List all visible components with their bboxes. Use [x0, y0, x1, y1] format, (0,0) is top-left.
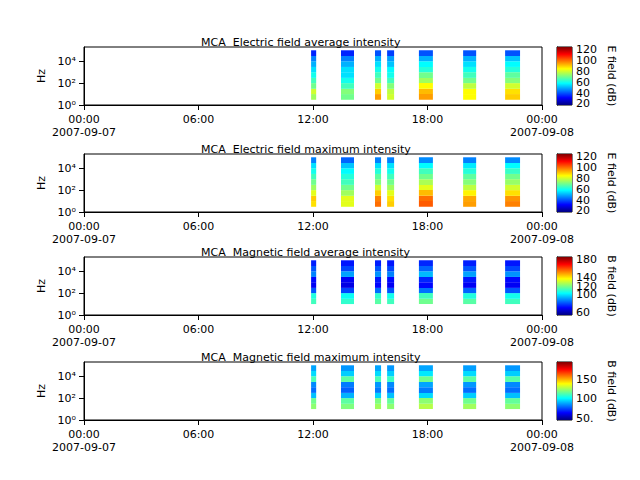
- svg-text:2007-09-07: 2007-09-07: [52, 233, 116, 246]
- svg-text:00:00: 00:00: [526, 428, 558, 441]
- svg-text:12:00: 12:00: [297, 428, 329, 441]
- svg-text:18:00: 18:00: [412, 323, 444, 336]
- svg-text:80: 80: [576, 64, 590, 78]
- svg-text:MCA Magnetic field maximum in: MCA Magnetic field maximum intensity: [201, 351, 421, 364]
- svg-text:12:00: 12:00: [297, 113, 329, 126]
- svg-text:10⁰: 10⁰: [58, 206, 77, 219]
- svg-text:120: 120: [576, 43, 597, 56]
- svg-text:10⁴: 10⁴: [58, 55, 77, 68]
- svg-text:10⁴: 10⁴: [58, 265, 77, 278]
- svg-text:Hz: Hz: [35, 176, 48, 190]
- svg-text:00:00: 00:00: [68, 220, 100, 233]
- svg-text:10²: 10²: [58, 184, 76, 197]
- svg-text:MCA Electric field average in: MCA Electric field average intensity: [201, 36, 401, 49]
- svg-text:00:00: 00:00: [526, 323, 558, 336]
- svg-text:06:00: 06:00: [183, 428, 215, 441]
- svg-text:2007-09-07: 2007-09-07: [52, 126, 116, 139]
- svg-text:100: 100: [576, 54, 597, 68]
- svg-text:100: 100: [576, 392, 597, 405]
- svg-text:60: 60: [576, 75, 590, 89]
- svg-text:00:00: 00:00: [526, 220, 558, 233]
- svg-text:50.: 50.: [576, 412, 594, 425]
- svg-text:10⁰: 10⁰: [58, 414, 77, 427]
- svg-text:2007-09-08: 2007-09-08: [510, 233, 574, 246]
- svg-text:E field (dB): E field (dB): [605, 46, 618, 107]
- svg-text:00:00: 00:00: [68, 428, 100, 441]
- svg-text:Hz: Hz: [35, 279, 48, 293]
- svg-text:40: 40: [576, 86, 590, 100]
- svg-text:Hz: Hz: [35, 384, 48, 398]
- svg-text:140: 140: [576, 271, 597, 284]
- svg-text:00:00: 00:00: [68, 113, 100, 126]
- svg-text:10⁴: 10⁴: [58, 162, 77, 175]
- svg-text:06:00: 06:00: [183, 113, 215, 126]
- svg-text:80: 80: [576, 171, 590, 185]
- svg-text:10⁰: 10⁰: [58, 99, 77, 112]
- svg-text:2007-09-08: 2007-09-08: [510, 441, 574, 454]
- svg-text:MCA Electric field maximum in: MCA Electric field maximum intensity: [201, 143, 411, 156]
- svg-text:100: 100: [576, 288, 597, 302]
- svg-text:00:00: 00:00: [526, 113, 558, 126]
- svg-text:60: 60: [576, 182, 590, 196]
- svg-text:MCA Magnetic field average in: MCA Magnetic field average intensity: [201, 246, 410, 259]
- svg-text:10²: 10²: [58, 287, 76, 300]
- svg-text:E field (dB): E field (dB): [605, 153, 618, 214]
- svg-text:150: 150: [576, 373, 597, 386]
- svg-text:2007-09-08: 2007-09-08: [510, 126, 574, 139]
- svg-text:B field (dB): B field (dB): [605, 360, 618, 421]
- svg-text:40: 40: [576, 193, 590, 207]
- svg-text:12:00: 12:00: [297, 220, 329, 233]
- svg-text:06:00: 06:00: [183, 220, 215, 233]
- svg-text:10⁰: 10⁰: [58, 309, 77, 322]
- svg-text:120: 120: [576, 150, 597, 163]
- svg-text:20: 20: [576, 204, 590, 218]
- svg-text:18:00: 18:00: [412, 428, 444, 441]
- svg-text:120: 120: [576, 279, 597, 293]
- svg-text:10⁴: 10⁴: [58, 370, 77, 383]
- svg-text:20: 20: [576, 97, 590, 111]
- svg-text:10²: 10²: [58, 392, 76, 405]
- svg-text:00:00: 00:00: [68, 323, 100, 336]
- svg-text:180: 180: [576, 253, 597, 266]
- svg-text:2007-09-07: 2007-09-07: [52, 441, 116, 454]
- svg-text:18:00: 18:00: [412, 220, 444, 233]
- svg-text:12:00: 12:00: [297, 323, 329, 336]
- svg-text:18:00: 18:00: [412, 113, 444, 126]
- svg-text:10²: 10²: [58, 77, 76, 90]
- svg-text:2007-09-08: 2007-09-08: [510, 336, 574, 349]
- svg-text:60: 60: [576, 306, 590, 319]
- svg-text:2007-09-07: 2007-09-07: [52, 336, 116, 349]
- svg-text:06:00: 06:00: [183, 323, 215, 336]
- svg-text:100: 100: [576, 161, 597, 175]
- svg-text:B field (dB): B field (dB): [605, 255, 618, 316]
- svg-text:Hz: Hz: [35, 69, 48, 83]
